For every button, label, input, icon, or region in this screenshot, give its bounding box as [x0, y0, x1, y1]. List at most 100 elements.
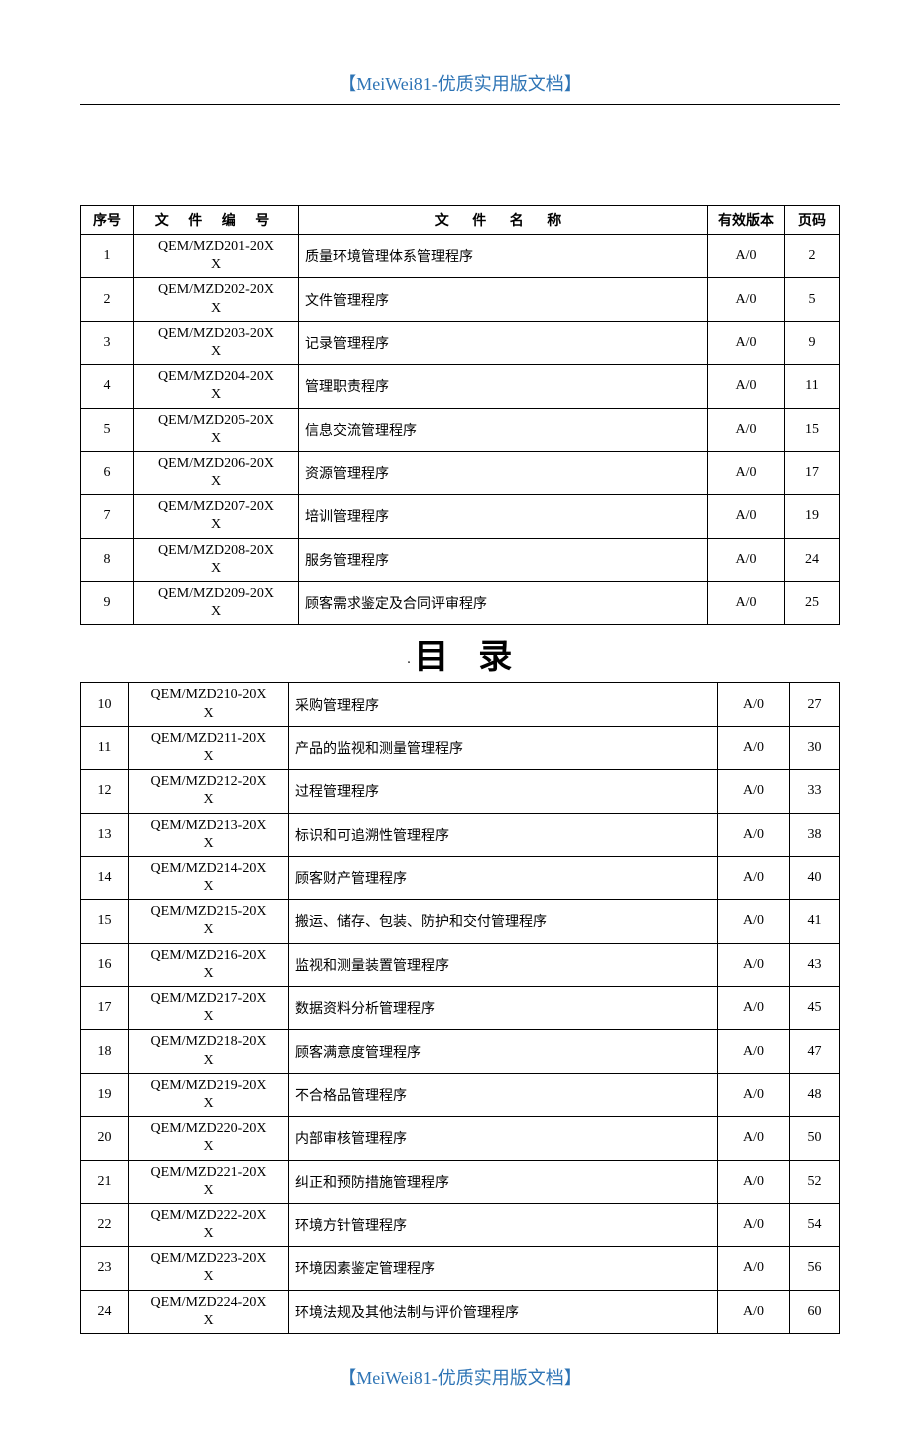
toc-heading: .目录	[110, 629, 840, 678]
cell-ver: A/0	[708, 408, 785, 451]
cell-code: QEM/MZD207-20XX	[134, 495, 299, 538]
cell-seq: 3	[81, 321, 134, 364]
cell-page: 47	[790, 1030, 840, 1073]
table-row: 7QEM/MZD207-20XX培训管理程序A/019	[81, 495, 840, 538]
cell-page: 41	[790, 900, 840, 943]
th-seq: 序号	[81, 206, 134, 235]
cell-code: QEM/MZD222-20XX	[129, 1203, 289, 1246]
table-row: 12QEM/MZD212-20XX过程管理程序A/033	[81, 770, 840, 813]
cell-page: 2	[785, 235, 840, 278]
cell-code: QEM/MZD224-20XX	[129, 1290, 289, 1333]
cell-page: 56	[790, 1247, 840, 1290]
table-row: 6QEM/MZD206-20XX资源管理程序A/017	[81, 451, 840, 494]
cell-name: 服务管理程序	[299, 538, 708, 581]
cell-ver: A/0	[718, 683, 790, 726]
cell-code: QEM/MZD221-20XX	[129, 1160, 289, 1203]
cell-code: QEM/MZD215-20XX	[129, 900, 289, 943]
cell-page: 30	[790, 726, 840, 769]
cell-name: 监视和测量装置管理程序	[289, 943, 718, 986]
cell-seq: 19	[81, 1073, 129, 1116]
table-row: 9QEM/MZD209-20XX顾客需求鉴定及合同评审程序A/025	[81, 582, 840, 625]
cell-name: 管理职责程序	[299, 365, 708, 408]
table-row: 16QEM/MZD216-20XX监视和测量装置管理程序A/043	[81, 943, 840, 986]
cell-seq: 15	[81, 900, 129, 943]
th-name: 文 件 名 称	[299, 206, 708, 235]
table-row: 1QEM/MZD201-20XX质量环境管理体系管理程序A/02	[81, 235, 840, 278]
table-row: 22QEM/MZD222-20XX环境方针管理程序A/054	[81, 1203, 840, 1246]
cell-code: QEM/MZD213-20XX	[129, 813, 289, 856]
cell-code: QEM/MZD214-20XX	[129, 856, 289, 899]
toc-heading-text: 目录	[414, 639, 542, 676]
cell-seq: 5	[81, 408, 134, 451]
th-code: 文 件 编 号	[134, 206, 299, 235]
cell-seq: 6	[81, 451, 134, 494]
cell-page: 24	[785, 538, 840, 581]
cell-seq: 20	[81, 1117, 129, 1160]
cell-name: 顾客满意度管理程序	[289, 1030, 718, 1073]
cell-code: QEM/MZD202-20XX	[134, 278, 299, 321]
cell-code: QEM/MZD206-20XX	[134, 451, 299, 494]
cell-code: QEM/MZD208-20XX	[134, 538, 299, 581]
cell-page: 60	[790, 1290, 840, 1333]
cell-ver: A/0	[708, 321, 785, 364]
th-ver: 有效版本	[708, 206, 785, 235]
cell-ver: A/0	[708, 495, 785, 538]
cell-ver: A/0	[718, 987, 790, 1030]
cell-seq: 14	[81, 856, 129, 899]
cell-seq: 22	[81, 1203, 129, 1246]
cell-name: 纠正和预防措施管理程序	[289, 1160, 718, 1203]
cell-page: 5	[785, 278, 840, 321]
cell-ver: A/0	[708, 235, 785, 278]
cell-code: QEM/MZD212-20XX	[129, 770, 289, 813]
table-row: 3QEM/MZD203-20XX记录管理程序A/09	[81, 321, 840, 364]
cell-page: 40	[790, 856, 840, 899]
cell-code: QEM/MZD223-20XX	[129, 1247, 289, 1290]
cell-code: QEM/MZD211-20XX	[129, 726, 289, 769]
table-row: 24QEM/MZD224-20XX环境法规及其他法制与评价管理程序A/060	[81, 1290, 840, 1333]
cell-ver: A/0	[718, 900, 790, 943]
table-row: 14QEM/MZD214-20XX顾客财产管理程序A/040	[81, 856, 840, 899]
cell-ver: A/0	[708, 278, 785, 321]
cell-code: QEM/MZD205-20XX	[134, 408, 299, 451]
cell-name: 顾客需求鉴定及合同评审程序	[299, 582, 708, 625]
cell-code: QEM/MZD210-20XX	[129, 683, 289, 726]
cell-name: 顾客财产管理程序	[289, 856, 718, 899]
cell-name: 产品的监视和测量管理程序	[289, 726, 718, 769]
cell-seq: 4	[81, 365, 134, 408]
cell-name: 采购管理程序	[289, 683, 718, 726]
table-row: 23QEM/MZD223-20XX环境因素鉴定管理程序A/056	[81, 1247, 840, 1290]
cell-name: 记录管理程序	[299, 321, 708, 364]
cell-page: 15	[785, 408, 840, 451]
page-footer: 【MeiWei81-优质实用版文档】	[80, 1364, 840, 1390]
table-row: 10QEM/MZD210-20XX采购管理程序A/027	[81, 683, 840, 726]
cell-page: 52	[790, 1160, 840, 1203]
table-header-row: 序号 文 件 编 号 文 件 名 称 有效版本 页码	[81, 206, 840, 235]
cell-code: QEM/MZD220-20XX	[129, 1117, 289, 1160]
cell-seq: 16	[81, 943, 129, 986]
cell-ver: A/0	[718, 1073, 790, 1116]
cell-seq: 13	[81, 813, 129, 856]
cell-name: 不合格品管理程序	[289, 1073, 718, 1116]
cell-ver: A/0	[718, 1247, 790, 1290]
cell-seq: 7	[81, 495, 134, 538]
th-page: 页码	[785, 206, 840, 235]
table-row: 18QEM/MZD218-20XX顾客满意度管理程序A/047	[81, 1030, 840, 1073]
cell-ver: A/0	[718, 1030, 790, 1073]
cell-ver: A/0	[708, 538, 785, 581]
table-row: 8QEM/MZD208-20XX服务管理程序A/024	[81, 538, 840, 581]
cell-page: 25	[785, 582, 840, 625]
cell-seq: 10	[81, 683, 129, 726]
document-page: 【MeiWei81-优质实用版文档】 序号 文 件 编 号 文 件 名 称 有效…	[0, 0, 920, 1430]
cell-name: 信息交流管理程序	[299, 408, 708, 451]
cell-page: 27	[790, 683, 840, 726]
cell-ver: A/0	[718, 770, 790, 813]
cell-name: 标识和可追溯性管理程序	[289, 813, 718, 856]
cell-code: QEM/MZD219-20XX	[129, 1073, 289, 1116]
cell-ver: A/0	[718, 943, 790, 986]
cell-page: 9	[785, 321, 840, 364]
cell-code: QEM/MZD216-20XX	[129, 943, 289, 986]
table-row: 11QEM/MZD211-20XX产品的监视和测量管理程序A/030	[81, 726, 840, 769]
table-row: 20QEM/MZD220-20XX内部审核管理程序A/050	[81, 1117, 840, 1160]
cell-name: 数据资料分析管理程序	[289, 987, 718, 1030]
cell-seq: 11	[81, 726, 129, 769]
